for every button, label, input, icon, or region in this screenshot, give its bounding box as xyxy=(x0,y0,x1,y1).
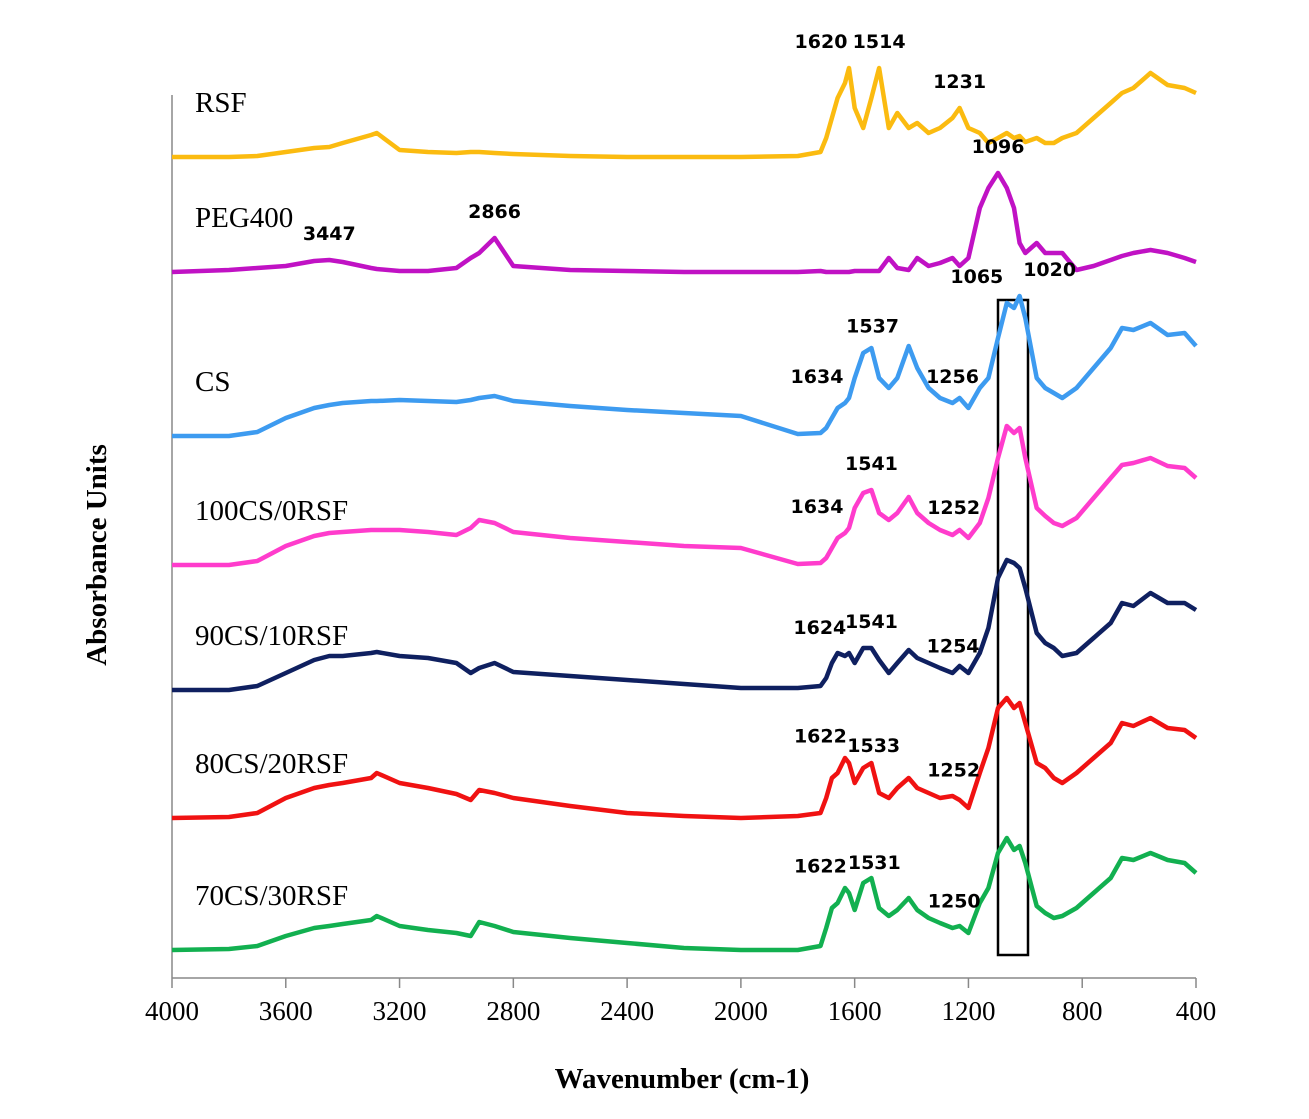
series-label: CS xyxy=(195,366,230,398)
peak-label: 1620 xyxy=(795,31,848,53)
peak-label: 1256 xyxy=(926,366,979,388)
peak-label: 1231 xyxy=(933,71,986,93)
peak-label: 1624 xyxy=(793,617,846,639)
x-tick-label: 1600 xyxy=(828,996,882,1026)
peak-label: 1634 xyxy=(791,366,844,388)
spectrum-line xyxy=(172,557,1198,693)
series-label: RSF xyxy=(195,87,247,119)
x-tick-label: 3200 xyxy=(373,996,427,1026)
x-tick-label: 1200 xyxy=(941,996,995,1026)
peak-label: 1254 xyxy=(927,635,980,657)
peak-label: 1537 xyxy=(846,315,899,337)
spectrum-line xyxy=(172,293,1198,439)
peak-label: 1533 xyxy=(847,735,900,757)
series-label: 100CS/0RSF xyxy=(195,495,348,527)
peak-label: 1622 xyxy=(794,725,847,747)
peak-label: 1250 xyxy=(928,891,981,913)
peak-label: 2866 xyxy=(468,201,521,223)
peak-label: 1634 xyxy=(791,496,844,518)
spectrum-line xyxy=(171,695,1198,821)
peak-label: 1531 xyxy=(848,852,901,874)
peak-label: 3447 xyxy=(303,223,356,245)
peak-label: 1065 xyxy=(950,266,1003,288)
x-axis-title: Wavenumber (cm-1) xyxy=(555,1063,810,1095)
spectrum-line xyxy=(172,65,1197,160)
series-label: PEG400 xyxy=(195,202,293,234)
x-tick-label: 2000 xyxy=(714,996,768,1026)
series-label: 70CS/30RSF xyxy=(195,880,348,912)
peak-label: 1096 xyxy=(972,136,1025,158)
peak-label: 1020 xyxy=(1023,259,1076,281)
series-label: 90CS/10RSF xyxy=(195,620,348,652)
peak-label: 1252 xyxy=(927,497,980,519)
peak-label: 1252 xyxy=(927,760,980,782)
peak-label: 1541 xyxy=(845,453,898,475)
y-axis-title: Absorbance Units xyxy=(81,444,113,666)
x-tick-label: 800 xyxy=(1062,996,1103,1026)
spectrum-line xyxy=(171,170,1197,275)
peak-label: 1514 xyxy=(853,31,906,53)
x-tick-label: 2400 xyxy=(600,996,654,1026)
highlight-box xyxy=(996,298,1030,957)
x-tick-label: 2800 xyxy=(486,996,540,1026)
spectrum-line xyxy=(171,835,1198,953)
series-label: 80CS/20RSF xyxy=(195,748,348,780)
peak-label: 1622 xyxy=(794,855,847,877)
peak-label: 1541 xyxy=(845,611,898,633)
x-tick-label: 400 xyxy=(1176,996,1217,1026)
x-tick-label: 4000 xyxy=(145,996,199,1026)
x-tick-label: 3600 xyxy=(259,996,313,1026)
spectrum-line xyxy=(172,423,1198,568)
